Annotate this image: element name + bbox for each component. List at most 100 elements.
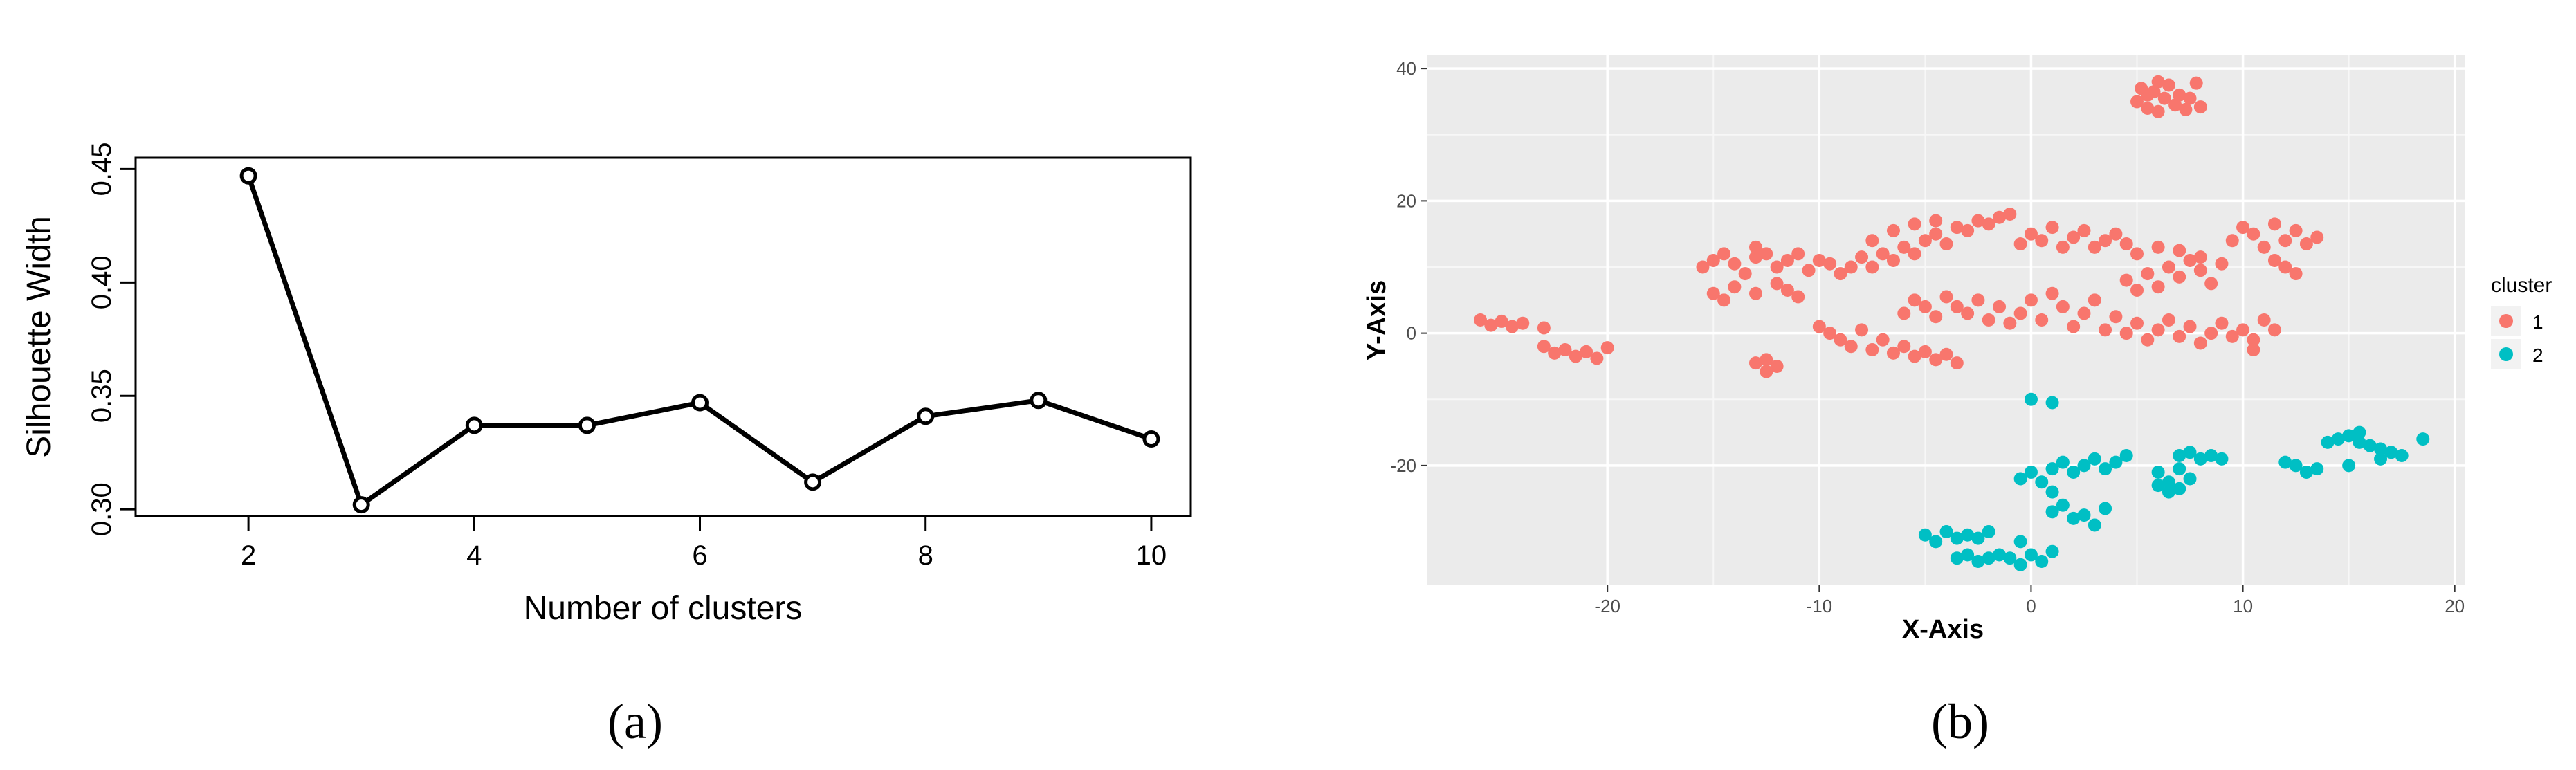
cluster-2-point (1971, 531, 1985, 545)
cluster-1-point (2056, 300, 2070, 313)
cluster-1-point (1929, 353, 1943, 367)
cluster-1-point (1748, 240, 1762, 254)
cluster-1-point (1474, 313, 1488, 327)
cluster-2-point (2204, 449, 2218, 463)
cluster-1-point (1812, 253, 1826, 267)
cluster-1-point (1897, 306, 1911, 320)
cluster-1-point (2045, 286, 2059, 300)
y-tick-label: 0.45 (86, 142, 117, 196)
cluster-1-point (2151, 240, 2165, 254)
x-tick-label: 10 (2233, 596, 2253, 616)
cluster-1-point (1939, 290, 1953, 304)
cluster-1-point (1886, 223, 1900, 237)
data-point (691, 394, 709, 412)
cluster-1-point (2077, 223, 2091, 237)
cluster-2-point (2183, 472, 2197, 486)
data-point (917, 407, 935, 425)
cluster-2-point (2321, 435, 2335, 449)
y-tick-label: 0.35 (86, 369, 117, 423)
cluster-2-point (1950, 531, 1964, 545)
cluster-2-point (2045, 544, 2059, 558)
cluster-1-point (1580, 345, 1593, 358)
cluster-2-point (2067, 511, 2081, 525)
cluster-1-point (1738, 267, 1752, 281)
data-point (239, 167, 257, 185)
cluster-2-point (2215, 452, 2229, 466)
cluster-1-point (2151, 75, 2165, 89)
legend-dot-2 (2499, 347, 2513, 361)
cluster-1-point (1982, 217, 1995, 231)
cluster-2-point (2289, 459, 2303, 473)
cluster-2-point (1939, 525, 1953, 538)
cluster-2-point (2353, 435, 2366, 449)
cluster-1-point (2119, 327, 2133, 340)
legend-title: cluster (2491, 274, 2552, 297)
cluster-1-point (1834, 267, 1847, 281)
x-tick-label: 2 (241, 540, 256, 571)
cluster-1-point (2088, 240, 2101, 254)
y-tick-label: 0.40 (86, 255, 117, 309)
cluster-2-point (2342, 429, 2356, 443)
cluster-1-point (2225, 234, 2239, 248)
cluster-1-point (2267, 323, 2281, 337)
cluster-2-point (1918, 528, 1932, 542)
cluster-2-point (2088, 452, 2101, 466)
y-tick-label: 0.30 (86, 482, 117, 536)
cluster-1-point (2119, 237, 2133, 251)
cluster-1-point (2183, 253, 2197, 267)
cluster-1-point (2130, 283, 2144, 297)
cluster-2-point (1961, 528, 1975, 542)
cluster-1-point (2247, 227, 2260, 241)
cluster-2-point (2013, 472, 2027, 486)
cluster-2-point (2099, 462, 2112, 476)
data-point (578, 416, 596, 434)
x-tick-label: 20 (2445, 596, 2465, 616)
cluster-2-point (2384, 446, 2398, 459)
cluster-1-point (2109, 310, 2123, 324)
cluster-1-point (2299, 237, 2313, 251)
cluster-2-point (1971, 555, 1985, 569)
cluster-2-point (2056, 498, 2070, 512)
cluster-2-point (1929, 535, 1943, 549)
cluster-2-point (2374, 452, 2388, 466)
cluster-1-point (2067, 230, 2081, 244)
cluster-1-point (1961, 223, 1975, 237)
cluster-1-point (2151, 104, 2165, 118)
cluster-1-point (2130, 95, 2144, 109)
cluster-1-point (1908, 293, 1921, 307)
data-point (1142, 430, 1160, 448)
cluster-1-point (1770, 359, 1784, 373)
y-tick-label: 0 (1407, 323, 1416, 344)
cluster-1-point (2193, 100, 2207, 114)
cluster-1-point (1696, 260, 1710, 274)
cluster-1-point (1760, 353, 1773, 367)
cluster-1-point (1855, 250, 1869, 264)
cluster-2-point (1982, 525, 1995, 538)
plot-panel (1427, 55, 2465, 585)
cluster-1-point (2162, 260, 2175, 274)
cluster-1-point (1918, 300, 1932, 313)
cluster-1-point (2179, 102, 2193, 116)
data-point (465, 416, 483, 434)
cluster-1-point (1865, 260, 1879, 274)
cluster-1-point (1950, 356, 1964, 370)
cluster-1-point (1971, 214, 1985, 228)
cluster-1-point (1760, 365, 1773, 378)
cluster-2-point (1982, 551, 1995, 565)
cluster-1-point (1908, 217, 1921, 231)
cluster-2-point (2173, 482, 2186, 495)
cluster-1-point (2151, 323, 2165, 337)
x-tick-label: 6 (692, 540, 707, 571)
cluster-1-point (2267, 217, 2281, 231)
x-axis: 2 4 6 8 10 (241, 516, 1167, 571)
cluster-1-point (1908, 349, 1921, 363)
cluster-1-point (2003, 316, 2017, 330)
cluster-2-point (2056, 455, 2070, 469)
cluster-1-point (1770, 277, 1784, 291)
data-point (352, 496, 370, 514)
x-axis-label: Number of clusters (524, 590, 803, 627)
cluster-2-point (2109, 455, 2123, 469)
cluster-1-point (1505, 320, 1519, 333)
cluster-1-point (1748, 286, 1762, 300)
y-axis: 0.30 0.35 0.40 0.45 (86, 142, 137, 536)
